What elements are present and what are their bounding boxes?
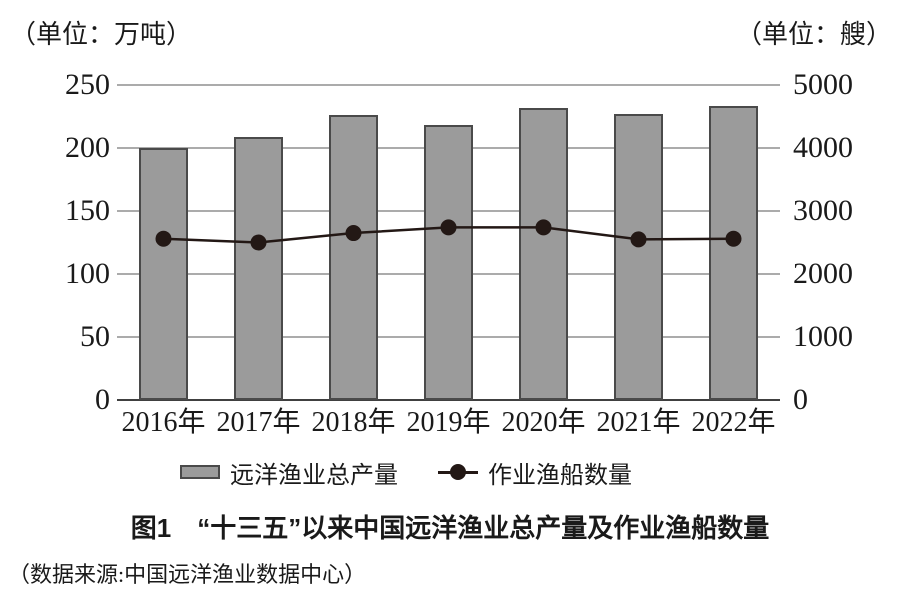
figure-caption: 图1 “十三五”以来中国远洋渔业总产量及作业渔船数量 [130, 513, 770, 543]
line-point-2016年 [155, 230, 172, 247]
right-axis-tick-3000: 3000 [793, 194, 853, 227]
line-series [155, 219, 742, 251]
x-axis-label-2019年: 2019年 [406, 407, 491, 438]
left-axis-tick-150: 150 [65, 194, 110, 227]
line-point-2018年 [345, 225, 362, 242]
bar-2017年 [234, 137, 283, 400]
bar-legend-swatch [180, 465, 220, 479]
left-axis-tick-250: 250 [65, 68, 110, 101]
x-axis-line [117, 399, 780, 401]
x-axis-label-2022年: 2022年 [691, 407, 776, 438]
bar-2018年 [329, 115, 378, 400]
bar-2020年 [519, 108, 568, 400]
bar-2019年 [424, 125, 473, 400]
legend-label: 远洋渔业总产量 [230, 462, 398, 489]
line-point-2019年 [440, 219, 457, 236]
right-axis-tick-1000: 1000 [793, 320, 853, 353]
line-dot-legend-marker [438, 464, 478, 480]
x-axis-label-2021年: 2021年 [596, 407, 681, 438]
plot-area [117, 84, 780, 401]
data-source: （数据来源:中国远洋渔业数据中心） [8, 562, 367, 587]
x-axis-label-2018年: 2018年 [311, 407, 396, 438]
right-axis-unit-label: （单位：艘） [735, 20, 892, 49]
left-axis-tick-200: 200 [65, 131, 110, 164]
legend: 远洋渔业总产量 作业渔船数量 [0, 452, 900, 492]
bar-2021年 [614, 114, 663, 400]
left-axis-tick-100: 100 [65, 257, 110, 290]
x-axis-label-2017年: 2017年 [216, 407, 301, 438]
right-axis-tick-0: 0 [793, 383, 808, 416]
x-axis-label-2016年: 2016年 [121, 407, 206, 438]
right-axis-tick-2000: 2000 [793, 257, 853, 290]
right-axis-tick-5000: 5000 [793, 68, 853, 101]
legend-item-bar: 远洋渔业总产量 [180, 452, 398, 492]
x-axis-label-2020年: 2020年 [501, 407, 586, 438]
bar-2022年 [709, 106, 758, 400]
gridline [117, 84, 780, 86]
right-axis-tick-4000: 4000 [793, 131, 853, 164]
line-point-2022年 [725, 230, 742, 247]
line-point-2020年 [535, 219, 552, 236]
left-axis-tick-0: 0 [95, 383, 110, 416]
legend-label: 作业渔船数量 [488, 462, 632, 489]
left-axis-tick-50: 50 [80, 320, 110, 353]
bar-2016年 [139, 148, 188, 400]
legend-item-line: 作业渔船数量 [438, 452, 632, 492]
line-point-2021年 [630, 231, 647, 248]
line-point-2017年 [250, 234, 267, 251]
left-axis-unit-label: （单位：万吨） [10, 20, 193, 49]
